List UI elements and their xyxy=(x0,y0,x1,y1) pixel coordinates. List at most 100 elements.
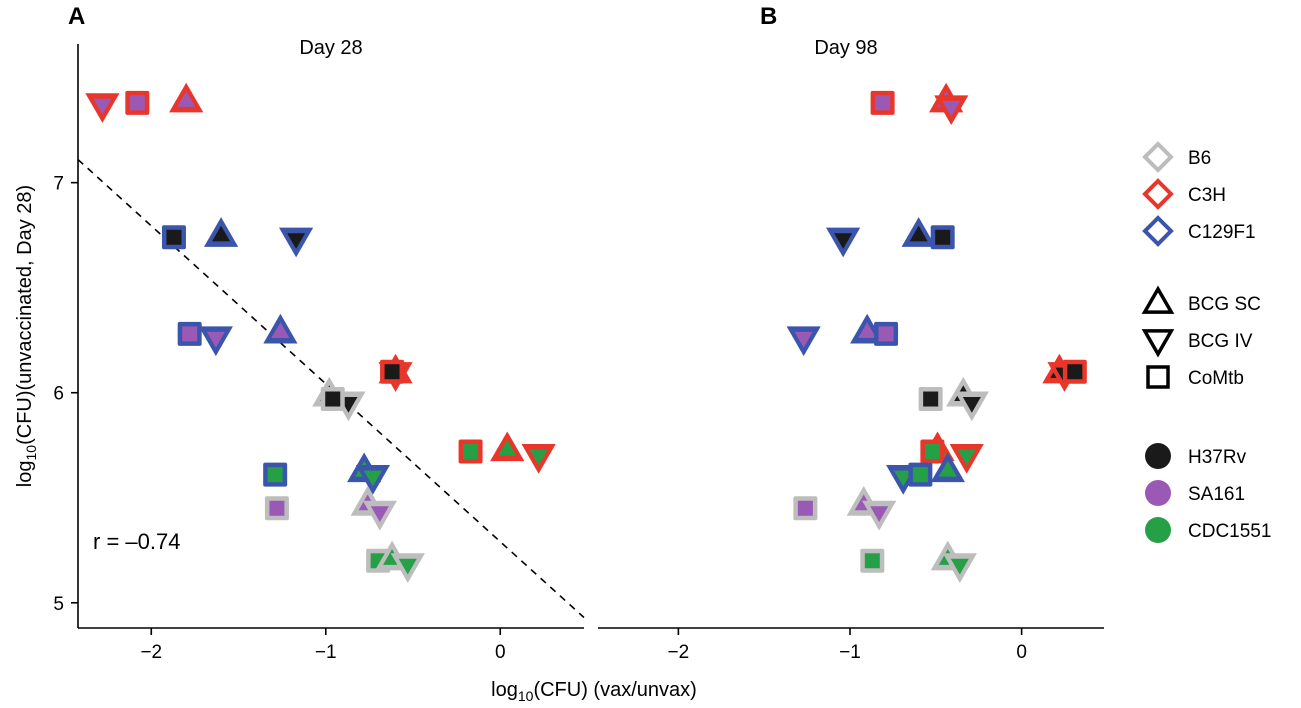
point-fill xyxy=(398,558,417,575)
point-fill xyxy=(957,449,976,466)
legend-diamond-icon xyxy=(1142,141,1174,173)
point-fill xyxy=(942,100,961,117)
point-fill xyxy=(498,439,517,456)
point-fill xyxy=(894,470,913,487)
data-point xyxy=(161,225,186,250)
data-point xyxy=(920,439,945,464)
x-tick-label: −1 xyxy=(839,642,861,663)
legend-item: BCG IV xyxy=(1141,329,1253,358)
point-fill xyxy=(384,364,400,380)
data-point xyxy=(826,227,861,258)
data-point xyxy=(860,548,885,573)
data-point xyxy=(279,227,314,258)
data-point xyxy=(786,326,821,357)
point-fill xyxy=(923,391,939,407)
y-axis-label-prefix: log xyxy=(14,460,36,487)
point-fill xyxy=(267,467,283,483)
point-fill xyxy=(878,326,894,342)
x-tick-label: −1 xyxy=(315,642,337,663)
data-point xyxy=(934,95,969,126)
data-point xyxy=(918,387,943,412)
legend-label: B6 xyxy=(1188,148,1211,169)
point-fill xyxy=(206,331,225,348)
legend-square-icon xyxy=(1146,365,1170,389)
data-point xyxy=(908,462,933,487)
x-axis: −2 −1 0 xyxy=(78,627,584,663)
point-fill xyxy=(875,95,891,111)
y-axis-label-suffix: (CFU)(unvaccinated, Day 28) xyxy=(14,185,36,445)
point-fill xyxy=(182,326,198,342)
data-point xyxy=(380,359,405,384)
data-point xyxy=(870,90,895,115)
data-point xyxy=(874,321,899,346)
data-point xyxy=(521,444,556,474)
legend-circle-icon xyxy=(1145,480,1171,506)
x-tick-label: −2 xyxy=(140,642,162,663)
legend-label: SA161 xyxy=(1188,484,1245,505)
data-point xyxy=(169,82,204,113)
point-fill xyxy=(363,470,382,487)
point-fill xyxy=(166,229,182,245)
legend-label: H37Rv xyxy=(1188,447,1247,468)
y-axis-label-sub: 10 xyxy=(23,445,39,461)
legend-triangle-down-icon xyxy=(1141,329,1175,358)
data-point xyxy=(263,313,298,344)
data-point xyxy=(930,452,965,483)
x-axis-label: log10(CFU) (vax/unvax) xyxy=(491,679,697,704)
point-fill xyxy=(370,506,389,522)
data-point xyxy=(862,500,897,531)
data-point xyxy=(320,387,345,412)
point-fill xyxy=(177,91,196,107)
y-tick-label: 6 xyxy=(53,384,64,405)
point-fill xyxy=(864,553,880,569)
x-tick-label: 0 xyxy=(495,642,506,663)
point-fill xyxy=(93,98,112,115)
y-axis: 5 6 7 xyxy=(53,44,79,628)
point-fill xyxy=(129,95,145,111)
panel-title: Day 98 xyxy=(814,37,877,59)
data-point xyxy=(362,500,397,531)
x-axis: −2 −1 0 xyxy=(598,627,1104,663)
legend-diamond-icon xyxy=(1142,215,1174,247)
legend-item: BCG SC xyxy=(1141,285,1261,315)
point-fill xyxy=(950,558,969,575)
data-point xyxy=(458,439,483,464)
data-point xyxy=(942,553,977,583)
x-tick-label: −2 xyxy=(668,642,690,663)
data-point xyxy=(355,465,390,495)
x-tick-label: 0 xyxy=(1016,642,1027,663)
data-point xyxy=(490,431,525,462)
legend-circle-icon xyxy=(1145,443,1171,469)
legend-label: BCG SC xyxy=(1188,294,1261,315)
y-axis-label: log10(CFU)(unvaccinated, Day 28) xyxy=(14,185,39,487)
point-fill xyxy=(924,444,940,460)
legend-item: H37Rv xyxy=(1145,443,1247,469)
data-point xyxy=(263,462,288,487)
legend-item: B6 xyxy=(1142,141,1211,173)
data-point xyxy=(901,217,936,247)
point-fill xyxy=(287,233,306,249)
legend-item: SA161 xyxy=(1145,480,1245,506)
point-fill xyxy=(935,229,951,245)
legend-label: CoMtb xyxy=(1188,368,1244,389)
legend: B6 C3H C129F1 BCG SC BCG IV CoMtb H37Rv SA161 CD… xyxy=(1141,141,1271,543)
data-point xyxy=(264,496,289,521)
point-fill xyxy=(834,233,853,249)
x-axis-label-suffix: (CFU) (vax/unvax) xyxy=(533,679,696,701)
y-tick-label: 7 xyxy=(53,174,64,195)
point-fill xyxy=(463,444,479,460)
point-fill xyxy=(858,322,877,338)
point-fill xyxy=(797,500,813,516)
legend-diamond-icon xyxy=(1142,178,1174,210)
panel-b: B Day 98 −2 −1 0 xyxy=(598,3,1104,663)
data-points xyxy=(85,82,556,583)
legend-label: C129F1 xyxy=(1188,222,1256,243)
data-point xyxy=(793,496,818,521)
data-point xyxy=(177,321,202,346)
point-fill xyxy=(1067,364,1083,380)
data-point xyxy=(1062,359,1087,384)
point-fill xyxy=(325,391,341,407)
point-fill xyxy=(870,506,889,522)
